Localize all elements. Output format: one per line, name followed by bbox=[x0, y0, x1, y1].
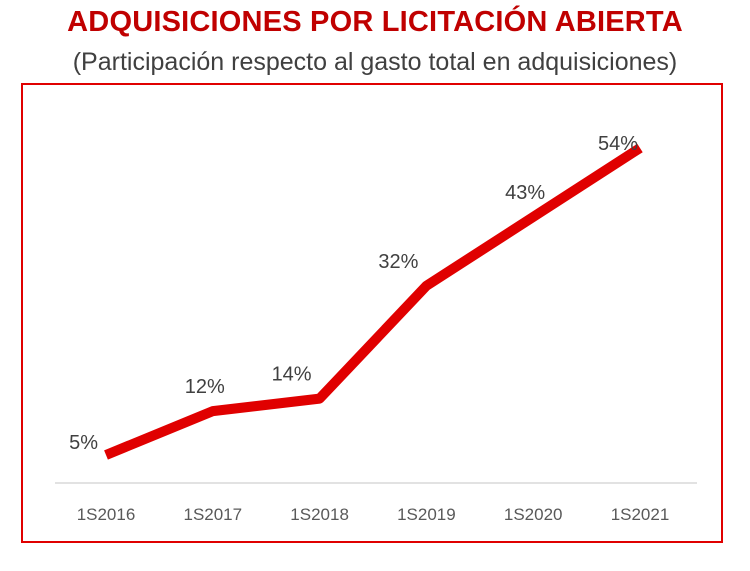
series-line bbox=[104, 143, 643, 460]
data-label: 12% bbox=[185, 376, 225, 398]
x-axis-ticks: 1S2016 1S2017 1S2018 1S2019 1S2020 1S2021 bbox=[77, 505, 670, 524]
x-tick-label: 1S2021 bbox=[611, 505, 670, 524]
data-labels: 5% 12% 14% 32% 43% 54% bbox=[69, 133, 638, 454]
x-tick-label: 1S2020 bbox=[504, 505, 563, 524]
data-label: 43% bbox=[505, 182, 545, 204]
chart-title: ADQUISICIONES POR LICITACIÓN ABIERTA bbox=[67, 6, 683, 38]
chart-frame bbox=[21, 83, 723, 543]
x-tick-label: 1S2016 bbox=[77, 505, 136, 524]
x-tick-label: 1S2018 bbox=[290, 505, 349, 524]
chart-subtitle: (Participación respecto al gasto total e… bbox=[72, 48, 678, 76]
data-label: 5% bbox=[69, 432, 98, 454]
x-tick-label: 1S2019 bbox=[397, 505, 456, 524]
x-tick-label: 1S2017 bbox=[183, 505, 242, 524]
data-label: 32% bbox=[378, 251, 418, 273]
data-label: 54% bbox=[598, 133, 638, 155]
data-label: 14% bbox=[272, 364, 312, 386]
